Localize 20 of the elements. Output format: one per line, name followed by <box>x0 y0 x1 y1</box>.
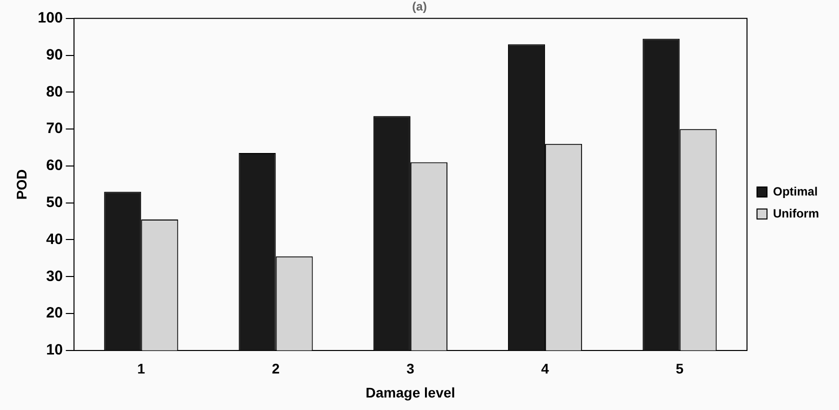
y-axis-title: POD <box>13 169 30 200</box>
x-tick-label: 4 <box>541 360 550 377</box>
legend-label: Optimal <box>773 184 818 198</box>
y-tick-label: 60 <box>46 157 63 174</box>
x-tick-label: 3 <box>406 360 415 377</box>
y-tick-label: 10 <box>46 342 63 359</box>
x-tick-label: 1 <box>137 360 146 377</box>
y-tick-label: 20 <box>46 304 63 322</box>
y-tick-label: 90 <box>46 46 63 64</box>
y-tick-label: 50 <box>46 194 63 211</box>
chart-title: (a) <box>412 0 427 14</box>
legend-label: Uniform <box>773 206 820 220</box>
y-tick-label: 40 <box>46 230 63 248</box>
x-tick-label: 2 <box>272 360 280 377</box>
y-tick-label: 70 <box>46 120 63 138</box>
y-tick-label: 100 <box>38 10 63 27</box>
y-tick-label: 30 <box>46 268 63 285</box>
x-axis-title: Damage level <box>366 384 456 400</box>
y-tick-label: 80 <box>46 83 63 100</box>
x-tick-label: 5 <box>676 360 684 377</box>
